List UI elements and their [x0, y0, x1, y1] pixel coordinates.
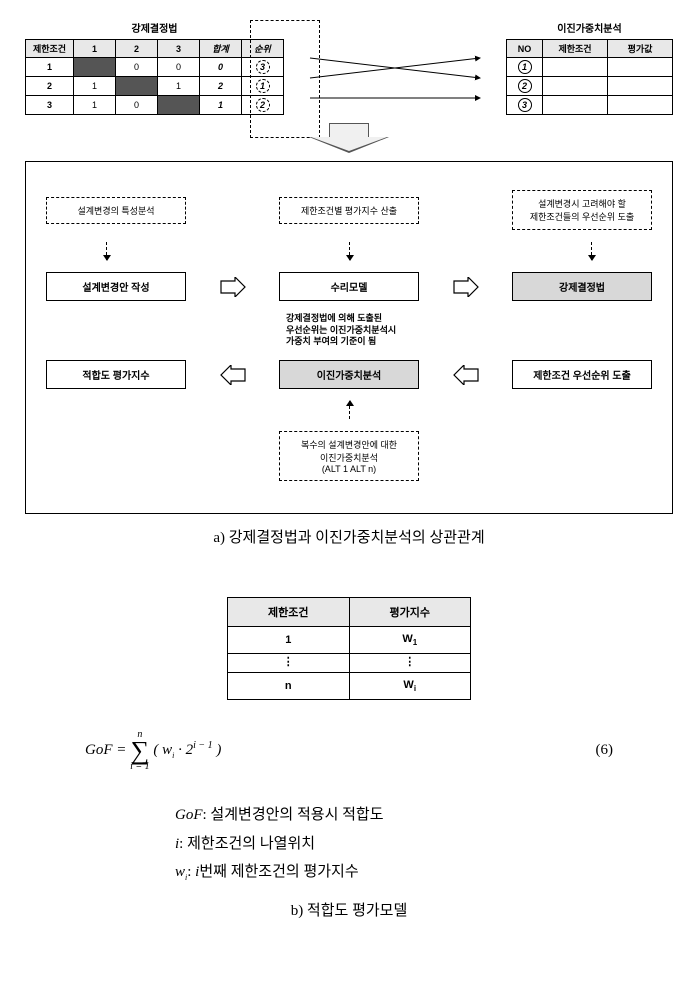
- row1-c1: [74, 58, 116, 77]
- row2-c3: 1: [158, 77, 200, 96]
- formula-definitions: GoF: 설계변경안의 적용시 적합도 i: 제한조건의 나열위치 wi: i번…: [175, 801, 673, 887]
- arrow-r3-2: [452, 365, 480, 385]
- rrow3-c: [543, 96, 608, 115]
- row1-sum: 0: [200, 58, 242, 77]
- colr-eval: 평가값: [608, 40, 673, 58]
- brow2-c1: ⋮: [228, 654, 349, 673]
- flow-row-3: 적합도 평가지수 이진가중치분석 제한조건 우선순위 도출: [46, 360, 652, 389]
- rrow2-e: [608, 77, 673, 96]
- brow1-c2: W1: [349, 627, 470, 654]
- row2-c1: 1: [74, 77, 116, 96]
- big-down-arrow: [309, 123, 389, 153]
- colr-constraint: 제한조건: [543, 40, 608, 58]
- box-r2a: 설계변경안 작성: [46, 272, 186, 301]
- row2-c2: [116, 77, 158, 96]
- left-table-title: 강제결정법: [132, 20, 178, 35]
- binary-weight-table: NO 제한조건 평가값 1 2 3: [506, 39, 673, 115]
- f-sigma: n ∑ i = 1: [130, 730, 150, 771]
- arrow-r2-2: [452, 277, 480, 297]
- row3-rank: 2: [242, 96, 284, 115]
- box-r1c: 설계변경시 고려해야 할 제한조건들의 우선순위 도출: [512, 190, 652, 230]
- flow-row-1: 설계변경의 특성분석 제한조건별 평가지수 산출 설계변경시 고려해야 할 제한…: [46, 190, 652, 230]
- brow2-c2: ⋮: [349, 654, 470, 673]
- caption-b: b) 적합도 평가모델: [25, 899, 673, 920]
- row3-c3: [158, 96, 200, 115]
- f-eqnum: (6): [596, 742, 614, 759]
- rrow2-c: [543, 77, 608, 96]
- col-1: 1: [74, 40, 116, 58]
- flow-row-2: 설계변경안 작성 수리모델 강제결정법: [46, 272, 652, 301]
- def-line-3: wi: i번째 제한조건의 평가지수: [175, 858, 673, 887]
- bcol-eval: 평가지수: [349, 598, 470, 627]
- def-line-2: i: 제한조건의 나열위치: [175, 830, 673, 859]
- rrow1-c: [543, 58, 608, 77]
- rrow3-e: [608, 96, 673, 115]
- rrow1-no: 1: [507, 58, 543, 77]
- brow1-c1: 1: [228, 627, 349, 654]
- rrow3-no: 3: [507, 96, 543, 115]
- col-2: 2: [116, 40, 158, 58]
- box-r3a: 적합도 평가지수: [46, 360, 186, 389]
- row3-sum: 1: [200, 96, 242, 115]
- caption-a: a) 강제결정법과 이진가중치분석의 상관관계: [25, 526, 673, 547]
- rrow1-e: [608, 58, 673, 77]
- right-table-title: 이진가중치분석: [557, 20, 621, 35]
- flowchart-container: 설계변경의 특성분석 제한조건별 평가지수 산출 설계변경시 고려해야 할 제한…: [25, 161, 673, 514]
- row3-c1: 1: [74, 96, 116, 115]
- box-r1b: 제한조건별 평가지수 산출: [279, 197, 419, 224]
- def-line-1: GoF: 설계변경안의 적용시 적합도: [175, 801, 673, 830]
- row2-id: 2: [26, 77, 74, 96]
- arrow-r2-1: [219, 277, 247, 297]
- forced-decision-table: 제한조건 1 2 3 합계 순위 1 0 0 0 3 2 1: [25, 39, 284, 115]
- row1-c2: 0: [116, 58, 158, 77]
- brow3-c1: n: [228, 672, 349, 699]
- box-r3c: 제한조건 우선순위 도출: [512, 360, 652, 389]
- row3-c2: 0: [116, 96, 158, 115]
- colr-no: NO: [507, 40, 543, 58]
- brow3-c2: Wi: [349, 672, 470, 699]
- col-rank: 순위: [242, 40, 284, 58]
- col-constraint: 제한조건: [26, 40, 74, 58]
- box-r1a: 설계변경의 특성분석: [46, 197, 186, 224]
- row3-id: 3: [26, 96, 74, 115]
- box-r2b: 수리모델: [279, 272, 419, 301]
- bcol-constraint: 제한조건: [228, 598, 349, 627]
- f-body: ( w: [153, 742, 172, 758]
- cross-mapping-arrows: [305, 44, 495, 116]
- row1-rank: 3: [242, 58, 284, 77]
- row1-id: 1: [26, 58, 74, 77]
- row2-sum: 2: [200, 77, 242, 96]
- box-r2c: 강제결정법: [512, 272, 652, 301]
- top-tables-section: 강제결정법 제한조건 1 2 3 합계 순위 1 0 0 0 3: [25, 20, 673, 115]
- rrow2-no: 2: [507, 77, 543, 96]
- mid-note: 강제결정법에 의해 도출된 우선순위는 이진가중치분석시 가중치 부여의 기준이…: [286, 313, 652, 348]
- flow-row-4: 복수의 설계변경안에 대한 이진가중치분석 (ALT 1 ALT n): [46, 431, 652, 481]
- box-r3b: 이진가중치분석: [279, 360, 419, 389]
- arrow-r3-1: [219, 365, 247, 385]
- eval-index-table: 제한조건 평가지수 1 W1 ⋮ ⋮ n Wi: [227, 597, 471, 700]
- col-sum: 합계: [200, 40, 242, 58]
- f-lhs: GoF: [85, 742, 113, 758]
- section-b: 제한조건 평가지수 1 W1 ⋮ ⋮ n Wi GoF = n ∑: [25, 597, 673, 920]
- gof-formula: GoF = n ∑ i = 1 ( wi · 2i − 1 ) (6): [85, 730, 613, 771]
- box-r4b: 복수의 설계변경안에 대한 이진가중치분석 (ALT 1 ALT n): [279, 431, 419, 481]
- row2-rank: 1: [242, 77, 284, 96]
- col-3: 3: [158, 40, 200, 58]
- vconn-3: [46, 401, 652, 419]
- row1-c3: 0: [158, 58, 200, 77]
- right-table-group: 이진가중치분석 NO 제한조건 평가값 1 2 3: [506, 20, 673, 115]
- vconn-1: [46, 242, 652, 260]
- left-table-group: 강제결정법 제한조건 1 2 3 합계 순위 1 0 0 0 3: [25, 20, 284, 115]
